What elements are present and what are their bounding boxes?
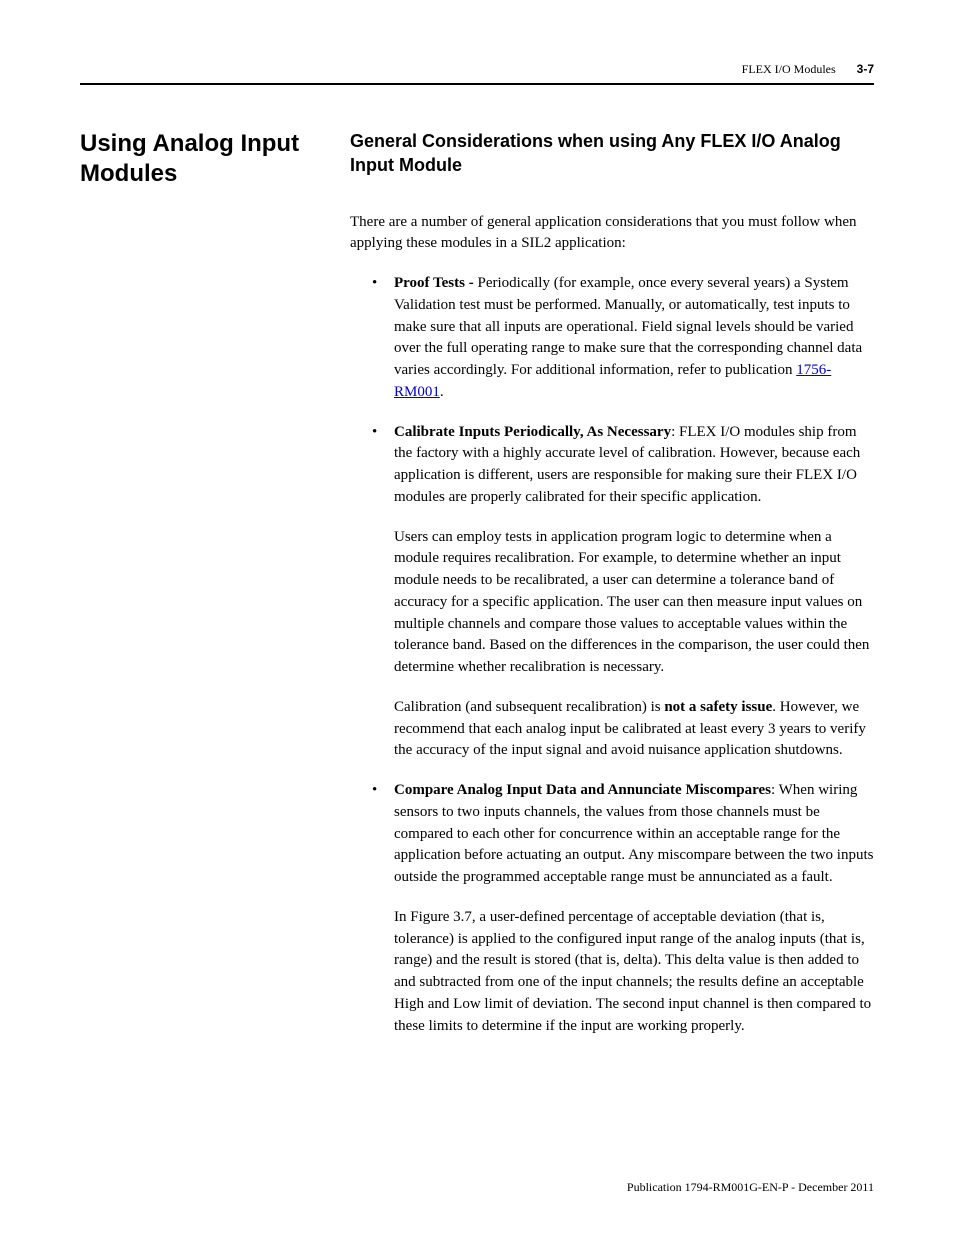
header-page-number: 3-7	[857, 62, 874, 76]
bullet-lead: Proof Tests -	[394, 275, 477, 291]
bullet-paragraph: Users can employ tests in application pr…	[394, 527, 874, 679]
bullet-item-calibrate: Calibrate Inputs Periodically, As Necess…	[350, 422, 874, 763]
bullet-list: Proof Tests - Periodically (for example,…	[350, 273, 874, 1037]
right-column: General Considerations when using Any FL…	[350, 129, 874, 1055]
intro-paragraph: There are a number of general applicatio…	[350, 212, 874, 256]
bullet-lead: Calibrate Inputs Periodically, As Necess…	[394, 424, 671, 440]
bullet-item-proof-tests: Proof Tests - Periodically (for example,…	[350, 273, 874, 404]
page-footer: Publication 1794-RM001G-EN-P - December …	[627, 1180, 874, 1195]
para-text-bold: not a safety issue	[664, 699, 772, 715]
page-header: FLEX I/O Modules 3-7	[80, 62, 874, 77]
para-text-pre: Calibration (and subsequent recalibratio…	[394, 699, 664, 715]
left-column: Using Analog Input Modules	[80, 129, 350, 189]
section-title: Using Analog Input Modules	[80, 129, 340, 189]
content-columns: Using Analog Input Modules General Consi…	[80, 129, 874, 1055]
bullet-item-compare: Compare Analog Input Data and Annunciate…	[350, 780, 874, 1037]
bullet-lead: Compare Analog Input Data and Annunciate…	[394, 782, 771, 798]
bullet-paragraph: In Figure 3.7, a user-defined percentage…	[394, 907, 874, 1038]
header-section-name: FLEX I/O Modules	[742, 62, 836, 76]
bullet-paragraph: Calibration (and subsequent recalibratio…	[394, 697, 874, 762]
header-rule	[80, 83, 874, 85]
bullet-tail: .	[440, 384, 444, 400]
page: FLEX I/O Modules 3-7 Using Analog Input …	[0, 0, 954, 1235]
subsection-title: General Considerations when using Any FL…	[350, 129, 874, 178]
